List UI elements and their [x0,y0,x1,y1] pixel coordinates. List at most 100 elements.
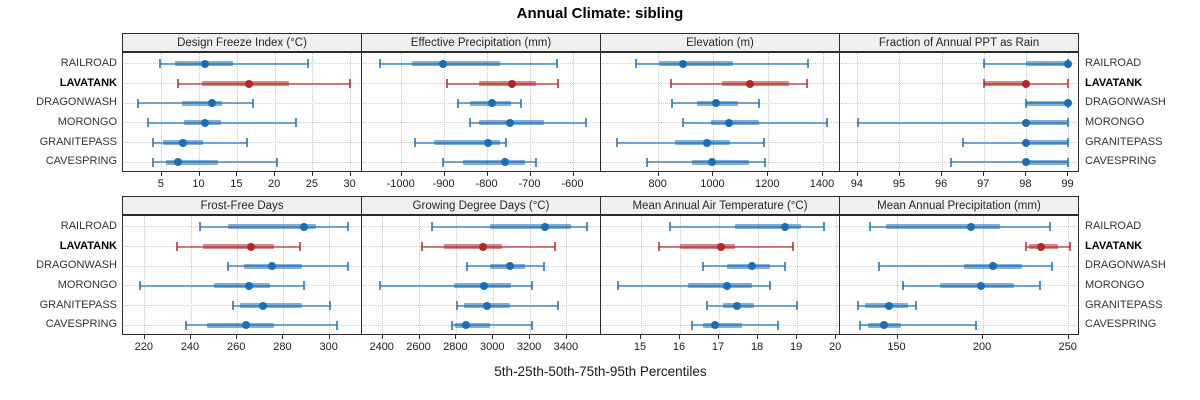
axis-tick-label: 240 [180,341,200,353]
axis-tick-label: 15 [633,341,647,353]
interquartile-band [721,81,789,86]
axis-tick [492,335,494,339]
axis-tick [565,335,567,339]
whisker-cap-high [1067,157,1070,167]
median-dot [708,158,717,167]
whisker-cap-low [877,261,880,271]
row-guide [841,102,1077,104]
axis-tick-label: 99 [1061,178,1074,190]
interquartile-band [462,159,526,165]
axis-tick [983,172,985,176]
median-dot [174,158,183,167]
gridline [941,53,943,171]
axis-tick-label: 800 [648,178,667,190]
whisker-cap-high [758,98,761,108]
whisker-cap-high [1067,138,1070,147]
median-dot [479,242,488,251]
site-label-right: RAILROAD [1085,56,1142,69]
axis-tick-label: 16 [672,341,686,353]
axis-tick [486,172,488,176]
whisker-cap-low [445,79,448,88]
axis-tick [418,335,420,339]
whisker-cap-high [776,320,779,330]
axis-tick-label: 94 [850,178,863,190]
axis-tick [236,172,238,176]
whisker-cap-high [1050,261,1053,271]
axis-tick-label: 19 [789,341,803,353]
whisker-cap-low [231,301,234,310]
whisker-cap-low [901,281,904,291]
whisker-cap-low [456,98,459,108]
gridline [712,53,714,171]
median-dot [200,118,209,127]
median-dot [540,222,549,231]
whisker-cap-low [645,157,648,167]
site-label-left: LAVATANK [59,239,117,252]
axis-tick-label: 20 [828,341,842,353]
gridline [796,216,798,334]
axis-tick [718,335,720,339]
whisker-cap-low [469,118,472,128]
axis-tick-label: 300 [319,341,338,353]
median-dot [977,281,986,290]
axis-tick [455,335,457,339]
axis-tick [311,172,313,176]
axis-tick-label: 20 [267,178,281,190]
whisker-cap-low [147,118,150,128]
axis-tick [712,172,714,176]
whisker-cap-high [585,118,588,128]
whisker-cap-low [465,261,468,271]
panel-strip: Elevation (m) [600,33,840,52]
gridline [679,216,681,334]
axis-tick [400,172,402,176]
interquartile-band [658,61,734,67]
whisker-cap-high [246,138,249,147]
median-dot [508,79,517,88]
whisker-cap-low [456,301,459,310]
axis-tick [1067,172,1069,176]
whisker-cap-high [328,301,331,310]
gridline [1025,53,1027,171]
site-label-left: CAVESPRING [45,155,117,168]
whisker-cap-low [615,138,618,147]
axis-tick [796,335,798,339]
whisker-cap-high [792,242,795,251]
site-label-right: CAVESPRING [1085,318,1157,331]
interquartile-band [227,224,316,230]
median-dot [781,222,790,231]
whisker-cap-high [1067,118,1070,128]
axis-tick-label: 96 [934,178,948,190]
axis-tick [143,335,145,339]
whisker-cap-low [657,242,660,251]
whisker-cap-high [306,59,309,69]
axis-tick-label: 1400 [809,178,835,190]
whisker-cap-low [176,79,179,88]
axis-tick-label: 280 [273,341,292,353]
axis-tick-label: 2600 [406,341,431,353]
gridline [419,216,421,334]
whisker-cap-high [347,261,350,271]
interquartile-band [165,159,219,165]
whisker-cap-high [303,281,306,291]
axis-tick-label: 17 [711,341,725,353]
median-dot [242,321,251,330]
percentile-whisker [160,62,308,65]
axis-tick [896,335,898,339]
gridline [529,216,531,334]
interquartile-band [675,140,730,145]
panel-plot [839,52,1079,172]
axis-tick-label: 30 [343,178,356,190]
interquartile-band [443,244,503,249]
panel-plot [122,215,362,335]
panel-strip: Effective Precipitation (mm) [361,33,601,52]
gridline [144,216,146,334]
median-dot [178,138,187,147]
percentile-whisker [857,121,1069,124]
whisker-cap-high [586,222,589,232]
whisker-cap-low [857,301,860,310]
gridline [492,216,494,334]
axis-tick [941,172,943,176]
whisker-cap-low [669,79,672,88]
whisker-cap-low [869,222,872,232]
whisker-cap-high [823,222,826,232]
